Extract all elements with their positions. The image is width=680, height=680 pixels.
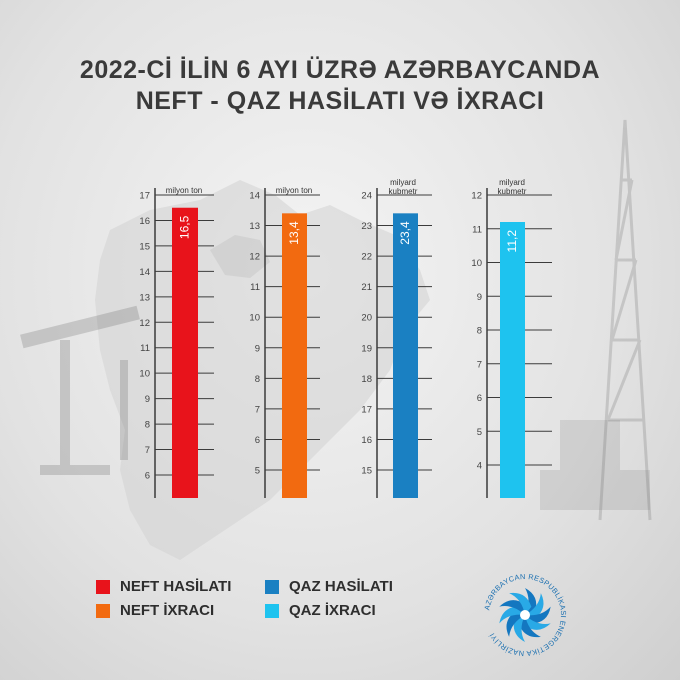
bar (282, 213, 307, 499)
tick-label: 17 (361, 404, 372, 415)
legend-swatch (265, 603, 279, 618)
tick-label: 9 (145, 394, 150, 405)
tick-label: 8 (145, 420, 150, 431)
tick-label: 14 (139, 267, 150, 278)
legend-item-neft-ixraci: NEFT İXRACI (96, 602, 214, 619)
tick-label: 22 (361, 252, 372, 263)
title-line-1: 2022-Cİ İLİN 6 AYI ÜZRƏ AZƏRBAYCANDA (79, 56, 601, 84)
tick-label: 12 (471, 191, 482, 202)
tick-label: 23 (361, 221, 372, 232)
legend-label: NEFT HASİLATI (120, 578, 232, 595)
tick-label: 20 (361, 313, 372, 324)
unit-label: kubmetr (498, 187, 527, 196)
tick-label: 17 (139, 191, 150, 202)
legend-label: QAZ İXRACI (289, 602, 376, 619)
tick-label: 8 (255, 374, 260, 385)
tick-label: 12 (139, 318, 150, 329)
tick-label: 7 (145, 445, 150, 456)
tick-label: 13 (249, 221, 260, 232)
swirl-petal (499, 606, 525, 624)
bar-value-label: 16,5 (178, 215, 192, 239)
legend-swatch (96, 579, 110, 594)
tick-label: 10 (249, 313, 260, 324)
tick-label: 7 (477, 359, 482, 370)
bar (393, 213, 418, 499)
tick-label: 16 (139, 216, 150, 227)
tick-label: 11 (250, 282, 260, 293)
legend-item-neft-hasilati: NEFT HASİLATI (96, 578, 231, 595)
tick-label: 9 (477, 292, 482, 303)
tick-label: 5 (255, 466, 260, 477)
legend-item-qaz-ixraci: QAZ İXRACI (265, 602, 376, 619)
legend-swatch (265, 579, 279, 594)
title-line-2: NEFT - QAZ HASİLATI VƏ İXRACI (135, 87, 545, 115)
energy-ministry-emblem-icon: AZƏRBAYCAN RESPUBLİKASI ENERGETİKA NAZİR… (482, 572, 567, 658)
tick-label: 11 (140, 343, 150, 354)
swirl-petal (518, 615, 541, 638)
legend-item-qaz-hasilati: QAZ HASİLATI (265, 578, 393, 595)
bar (172, 207, 198, 498)
tick-label: 6 (145, 471, 150, 482)
tick-label: 6 (255, 435, 260, 446)
swirl-petal (513, 615, 525, 642)
tick-label: 18 (361, 374, 372, 385)
tick-label: 5 (477, 427, 482, 438)
tick-label: 4 (477, 461, 482, 472)
tick-label: 10 (471, 258, 482, 269)
tick-label: 16 (361, 435, 372, 446)
tick-label: 13 (139, 292, 150, 303)
unit-label: kubmetr (389, 187, 418, 196)
tick-label: 19 (361, 343, 372, 354)
tick-label: 24 (361, 191, 372, 202)
tick-label: 12 (249, 252, 260, 263)
tick-label: 8 (477, 326, 482, 337)
swirl-petal (525, 593, 544, 619)
tick-label: 10 (139, 369, 150, 380)
swirl-petal (506, 611, 525, 637)
tick-label: 14 (249, 191, 260, 202)
swirl-petal (509, 592, 532, 615)
bar-value-label: 23,4 (398, 221, 412, 245)
tick-label: 11 (472, 224, 482, 235)
bar-value-label: 13,4 (287, 221, 301, 245)
tick-label: 15 (361, 466, 372, 477)
tick-label: 15 (139, 241, 150, 252)
swirl-petal (525, 606, 551, 624)
bar (500, 222, 525, 498)
tick-label: 6 (477, 393, 482, 404)
unit-label: milyard (390, 178, 416, 187)
unit-label: milyon ton (276, 186, 312, 195)
legend-swatch (96, 603, 110, 618)
legend-label: NEFT İXRACI (120, 602, 215, 619)
unit-label: milyon ton (166, 186, 202, 195)
tick-label: 21 (361, 282, 372, 293)
swirl-petal (499, 600, 526, 615)
emblem-swirl (499, 588, 551, 642)
unit-label: milyard (499, 178, 525, 187)
tick-label: 7 (255, 404, 260, 415)
bar-value-label: 11,2 (505, 230, 519, 253)
tick-label: 9 (255, 343, 260, 354)
swirl-petal (524, 615, 551, 630)
legend-label: QAZ HASİLATI (289, 578, 393, 595)
